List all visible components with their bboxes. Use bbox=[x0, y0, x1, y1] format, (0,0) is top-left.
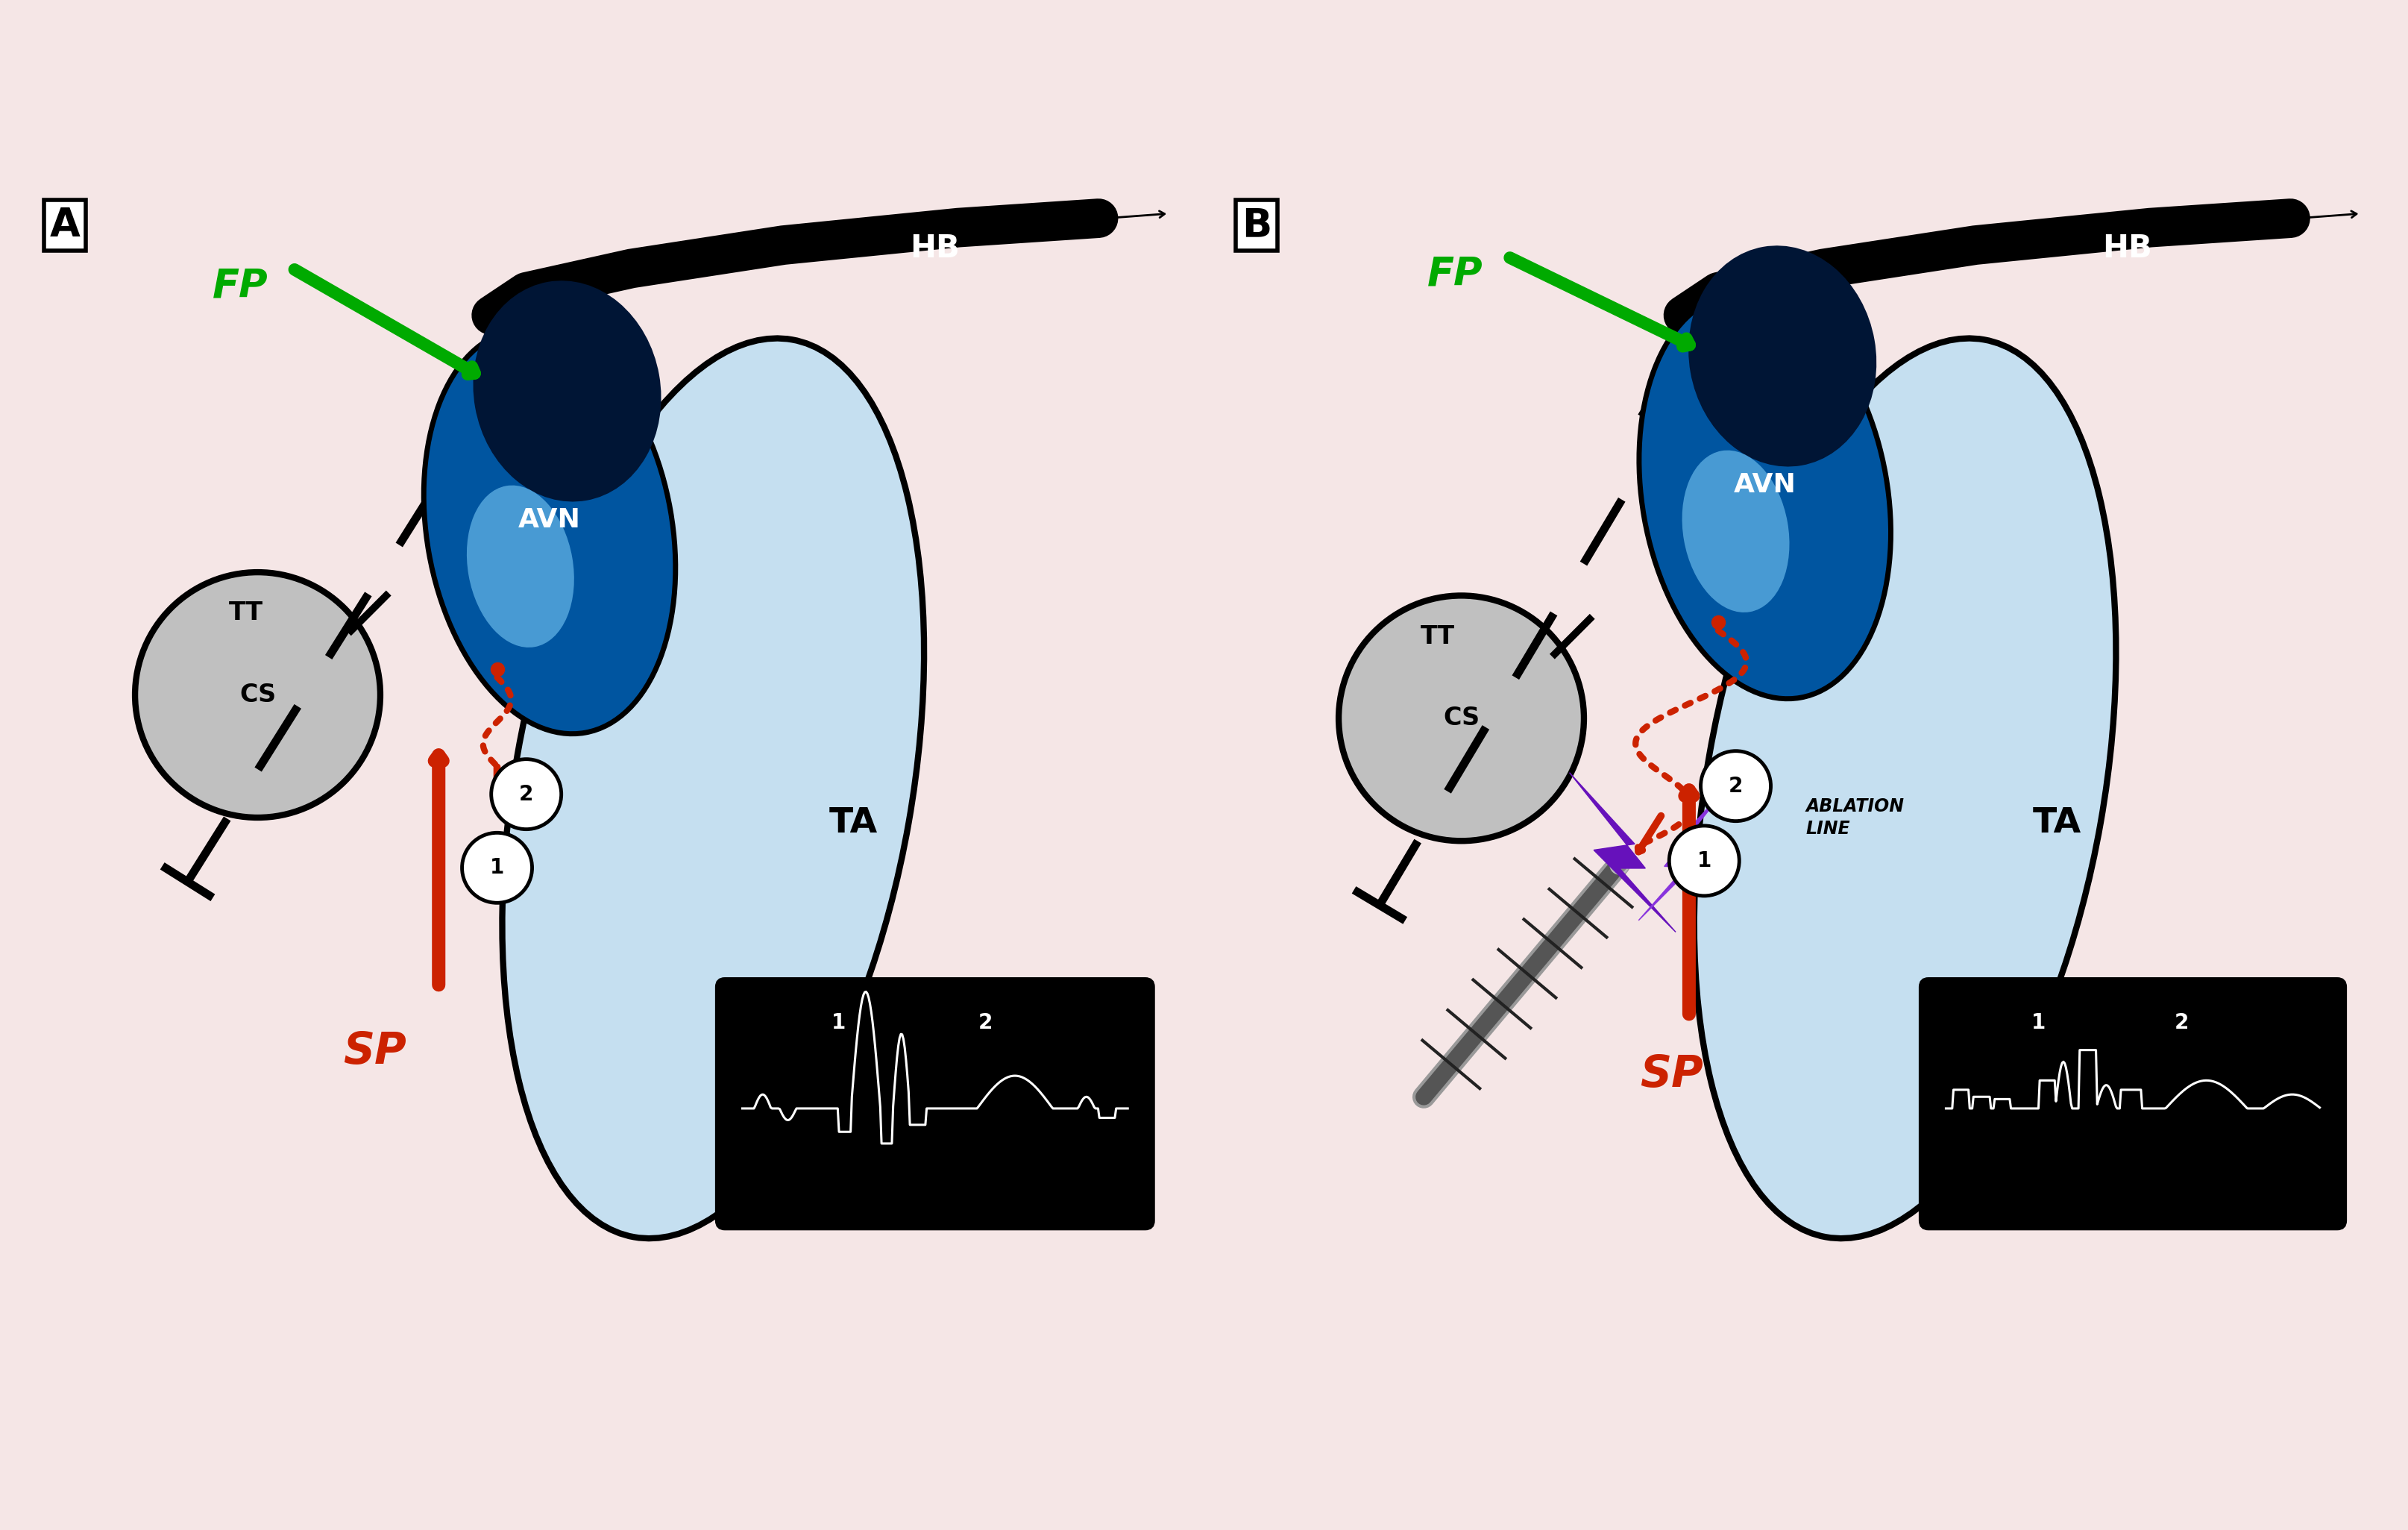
Circle shape bbox=[462, 832, 532, 903]
Circle shape bbox=[1700, 751, 1770, 822]
Text: TA: TA bbox=[2032, 806, 2081, 840]
Polygon shape bbox=[1637, 785, 1729, 921]
Text: HB: HB bbox=[910, 233, 961, 265]
FancyBboxPatch shape bbox=[718, 979, 1153, 1229]
Ellipse shape bbox=[1688, 246, 1876, 467]
Ellipse shape bbox=[503, 338, 925, 1238]
Text: AVN: AVN bbox=[518, 506, 580, 532]
Text: 2: 2 bbox=[2174, 1013, 2189, 1033]
Text: B: B bbox=[1243, 207, 1271, 245]
Text: 1: 1 bbox=[831, 1013, 845, 1033]
Ellipse shape bbox=[472, 280, 662, 502]
Polygon shape bbox=[1570, 773, 1676, 932]
Text: 2: 2 bbox=[978, 1013, 992, 1033]
Circle shape bbox=[1339, 595, 1584, 842]
Text: SP: SP bbox=[1640, 1053, 1702, 1095]
Text: CS: CS bbox=[238, 682, 277, 707]
Text: SP: SP bbox=[342, 1030, 407, 1073]
Ellipse shape bbox=[1640, 294, 1890, 699]
Text: 1: 1 bbox=[489, 857, 503, 878]
Text: CS: CS bbox=[1442, 705, 1479, 731]
Text: 2: 2 bbox=[1729, 776, 1743, 797]
Circle shape bbox=[135, 572, 380, 817]
Text: AVN: AVN bbox=[1734, 471, 1796, 497]
Circle shape bbox=[491, 759, 561, 829]
Ellipse shape bbox=[467, 485, 573, 647]
FancyBboxPatch shape bbox=[1919, 979, 2345, 1229]
Circle shape bbox=[1669, 826, 1739, 897]
Text: 1: 1 bbox=[2032, 1013, 2047, 1033]
Text: TT: TT bbox=[1421, 624, 1454, 649]
Text: 1: 1 bbox=[1698, 851, 1712, 871]
Text: FP: FP bbox=[212, 266, 267, 306]
Ellipse shape bbox=[1683, 450, 1789, 612]
Text: 2: 2 bbox=[520, 783, 535, 805]
Text: TA: TA bbox=[828, 806, 877, 840]
Text: TT: TT bbox=[229, 601, 262, 626]
Text: A: A bbox=[51, 207, 79, 245]
Text: ABLATION
LINE: ABLATION LINE bbox=[1806, 797, 1905, 837]
Ellipse shape bbox=[1695, 338, 2117, 1238]
Ellipse shape bbox=[424, 329, 677, 734]
Text: HB: HB bbox=[2102, 233, 2153, 265]
Text: FP: FP bbox=[1428, 256, 1483, 294]
